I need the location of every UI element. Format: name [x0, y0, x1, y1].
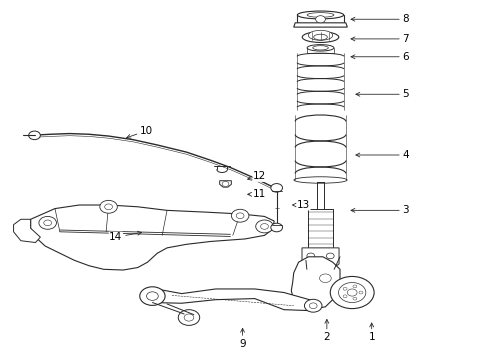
Polygon shape [14, 219, 40, 243]
Text: 11: 11 [248, 189, 266, 199]
Polygon shape [220, 181, 231, 187]
Circle shape [140, 287, 165, 305]
Polygon shape [294, 23, 347, 27]
Circle shape [44, 220, 51, 226]
Ellipse shape [316, 272, 335, 284]
Circle shape [178, 310, 200, 325]
Text: 3: 3 [351, 205, 409, 215]
Circle shape [271, 223, 283, 232]
Text: 6: 6 [351, 52, 409, 62]
Circle shape [319, 274, 331, 283]
Circle shape [359, 291, 363, 294]
Circle shape [222, 181, 229, 186]
Text: 1: 1 [368, 323, 375, 342]
Circle shape [39, 216, 56, 229]
Circle shape [304, 299, 322, 312]
Circle shape [309, 303, 317, 309]
Ellipse shape [313, 46, 328, 50]
Text: 13: 13 [293, 200, 310, 210]
Circle shape [347, 289, 357, 296]
Text: 14: 14 [109, 231, 142, 242]
Text: 5: 5 [356, 89, 409, 99]
Text: 2: 2 [323, 319, 330, 342]
Circle shape [105, 204, 113, 210]
Circle shape [326, 253, 334, 259]
Circle shape [353, 297, 357, 300]
Circle shape [100, 201, 117, 213]
Text: 7: 7 [351, 34, 409, 44]
Polygon shape [152, 288, 313, 311]
Circle shape [307, 253, 315, 259]
Circle shape [343, 295, 347, 298]
Ellipse shape [307, 13, 334, 17]
Polygon shape [302, 248, 339, 269]
Ellipse shape [294, 177, 347, 183]
Circle shape [339, 283, 366, 302]
Ellipse shape [302, 32, 339, 42]
Text: 10: 10 [127, 126, 153, 138]
Polygon shape [291, 257, 340, 309]
Ellipse shape [314, 34, 327, 40]
Polygon shape [30, 205, 274, 270]
Circle shape [330, 276, 374, 309]
Circle shape [147, 292, 158, 300]
Circle shape [316, 16, 325, 23]
Circle shape [353, 285, 357, 288]
Text: 4: 4 [356, 150, 409, 160]
Circle shape [29, 131, 40, 140]
Circle shape [236, 213, 244, 219]
Text: 9: 9 [239, 328, 246, 348]
Ellipse shape [307, 45, 334, 51]
Circle shape [256, 220, 273, 233]
Circle shape [261, 224, 269, 229]
Ellipse shape [297, 11, 343, 19]
Circle shape [343, 287, 347, 290]
Ellipse shape [308, 30, 333, 40]
Circle shape [231, 209, 249, 222]
Text: 12: 12 [247, 171, 266, 181]
Text: 8: 8 [351, 14, 409, 24]
Circle shape [184, 314, 194, 321]
Circle shape [271, 184, 283, 192]
